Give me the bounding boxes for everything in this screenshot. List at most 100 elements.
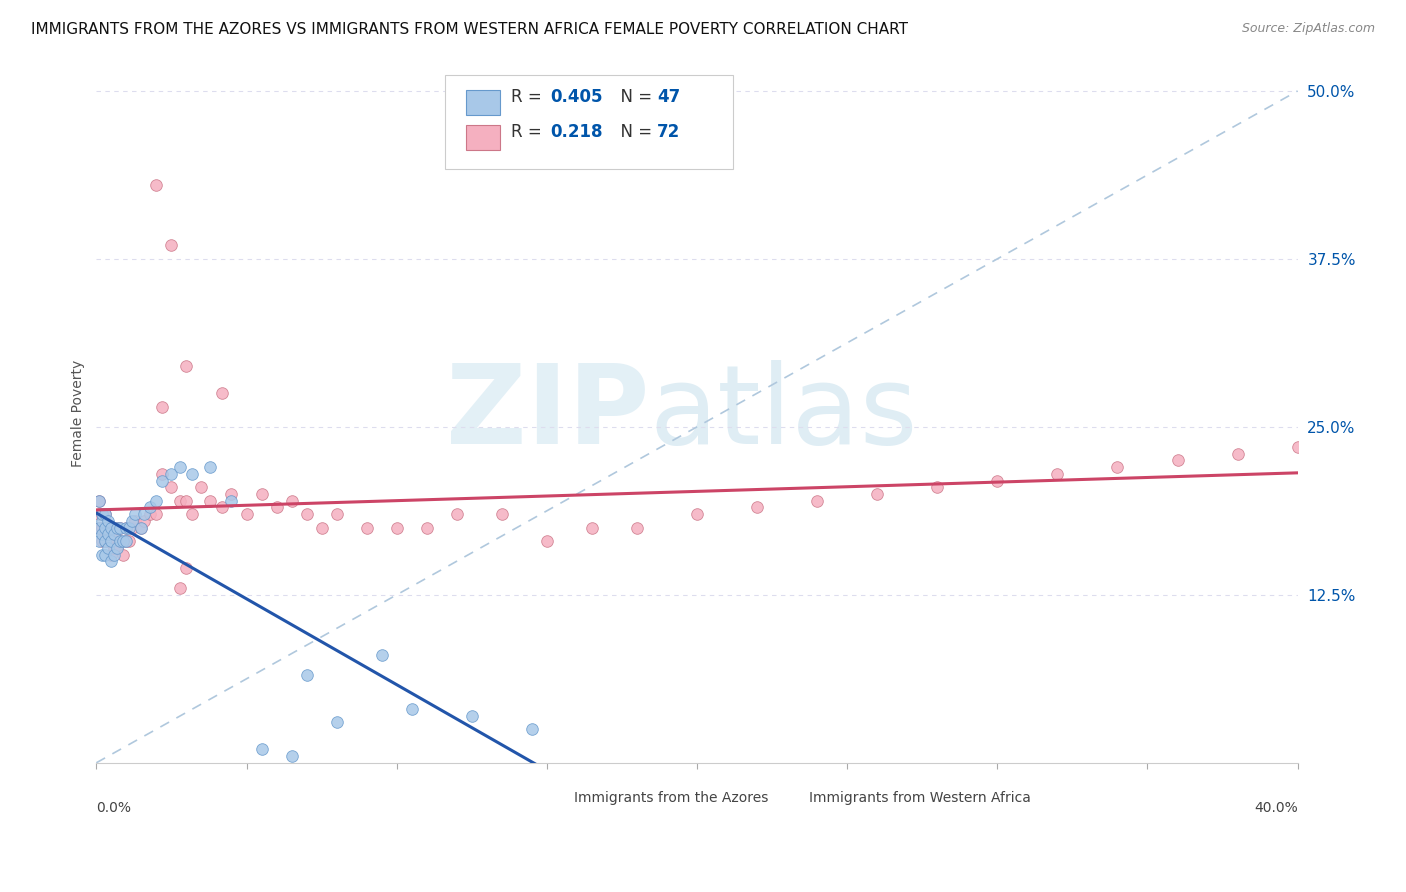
Point [325, 507, 347, 521]
Point [121, 521, 143, 535]
Point [100, 554, 122, 568]
Point [169, 460, 191, 475]
Point [145, 507, 167, 521]
Point [160, 238, 183, 252]
FancyBboxPatch shape [763, 789, 799, 805]
Point [266, 500, 288, 515]
Point [91, 507, 114, 521]
Point [124, 514, 146, 528]
Point [235, 507, 257, 521]
Text: ZIP: ZIP [446, 359, 650, 467]
Point [91, 534, 114, 549]
Point [97, 534, 120, 549]
Point [105, 541, 128, 555]
Point [461, 708, 484, 723]
Text: Immigrants from the Azores: Immigrants from the Azores [575, 790, 769, 805]
Point [139, 500, 162, 515]
Point [176, 561, 198, 575]
Point [94, 534, 117, 549]
Point [134, 507, 156, 521]
Text: 0.0%: 0.0% [97, 801, 131, 815]
Point [221, 493, 243, 508]
Point [103, 548, 125, 562]
Point [105, 521, 128, 535]
Point [100, 534, 122, 549]
Point [97, 514, 120, 528]
Point [536, 534, 558, 549]
Point [97, 541, 120, 555]
Point [176, 359, 198, 374]
Point [112, 548, 135, 562]
Point [139, 507, 162, 521]
Point [520, 722, 543, 736]
Point [94, 507, 117, 521]
Point [325, 715, 347, 730]
Text: IMMIGRANTS FROM THE AZORES VS IMMIGRANTS FROM WESTERN AFRICA FEMALE POVERTY CORR: IMMIGRANTS FROM THE AZORES VS IMMIGRANTS… [31, 22, 908, 37]
Point [110, 534, 132, 549]
Point [581, 521, 603, 535]
Point [91, 527, 114, 541]
Point [160, 480, 183, 494]
Point [1046, 467, 1069, 481]
Text: 0.218: 0.218 [550, 123, 603, 141]
Text: 0.405: 0.405 [550, 88, 603, 106]
Point [356, 521, 378, 535]
Point [986, 474, 1008, 488]
Text: 47: 47 [658, 88, 681, 106]
Point [103, 527, 125, 541]
Point [280, 749, 302, 764]
Point [1226, 447, 1249, 461]
Point [94, 548, 117, 562]
Point [89, 534, 111, 549]
Text: Source: ZipAtlas.com: Source: ZipAtlas.com [1241, 22, 1375, 36]
Point [145, 493, 167, 508]
FancyBboxPatch shape [444, 75, 733, 169]
Point [110, 534, 132, 549]
Point [200, 460, 222, 475]
Point [190, 480, 212, 494]
Point [134, 514, 156, 528]
Point [169, 493, 191, 508]
Text: R =: R = [510, 88, 547, 106]
Point [100, 521, 122, 535]
Point [211, 386, 233, 401]
Point [94, 534, 117, 549]
Point [97, 521, 120, 535]
Text: 40.0%: 40.0% [1254, 801, 1298, 815]
Point [100, 534, 122, 549]
Point [89, 521, 111, 535]
Point [100, 521, 122, 535]
Point [152, 467, 174, 481]
Point [118, 521, 141, 535]
Point [105, 541, 128, 555]
Point [89, 493, 111, 508]
Point [446, 507, 468, 521]
Point [110, 521, 132, 535]
Point [626, 521, 648, 535]
Point [176, 493, 198, 508]
Text: atlas: atlas [650, 359, 918, 467]
Point [1286, 440, 1309, 454]
Point [110, 521, 132, 535]
Point [181, 507, 204, 521]
Point [221, 487, 243, 501]
Point [491, 507, 513, 521]
Point [250, 742, 273, 756]
Point [94, 521, 117, 535]
Point [295, 507, 318, 521]
Point [806, 493, 828, 508]
Point [686, 507, 709, 521]
Point [152, 400, 174, 414]
Point [103, 541, 125, 555]
FancyBboxPatch shape [467, 90, 501, 115]
Point [145, 178, 167, 192]
Text: R =: R = [510, 123, 547, 141]
Y-axis label: Female Poverty: Female Poverty [72, 359, 86, 467]
Point [295, 668, 318, 682]
Point [200, 493, 222, 508]
Point [211, 500, 233, 515]
Point [89, 507, 111, 521]
Point [131, 521, 153, 535]
Point [115, 521, 138, 535]
Point [105, 521, 128, 535]
